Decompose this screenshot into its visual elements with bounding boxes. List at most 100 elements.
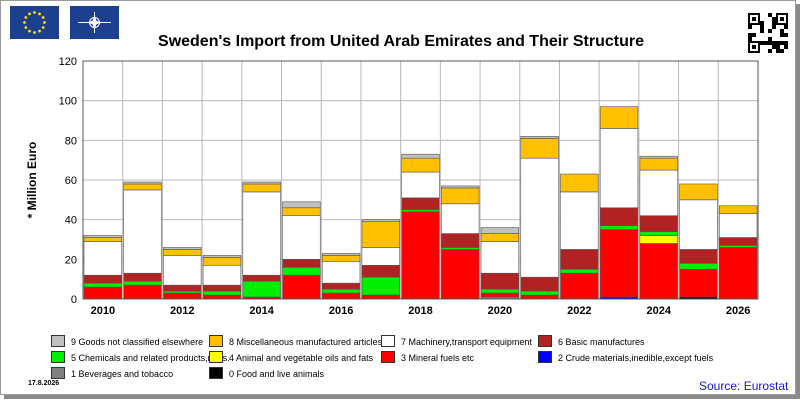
legend-item: 6 Basic manufactures (538, 335, 645, 348)
eu-star-icon (33, 11, 36, 14)
legend-swatch (209, 335, 223, 347)
legend-swatch (209, 367, 223, 379)
legend-label: 5 Chemicals and related products,n.e.s. (71, 353, 230, 363)
eu-star-icon (41, 26, 45, 29)
bar-segment (599, 207, 639, 226)
legend-item: 7 Machinery,transport equipment (381, 335, 532, 348)
bar-segment (679, 262, 718, 270)
legend-label: 4 Animal and vegetable oils and fats (229, 353, 374, 363)
bar-segment (123, 189, 162, 274)
bar-segment (202, 284, 242, 292)
eu-star-icon (41, 16, 45, 19)
eu-star-icon (38, 29, 41, 33)
y-tick-label: 0 (71, 294, 77, 306)
bar-segment (282, 207, 321, 216)
legend-swatch (538, 351, 552, 363)
chart-title: Sweden's Import from United Arab Emirate… (158, 33, 644, 50)
legend-label: 1 Beverages and tobacco (71, 369, 174, 379)
bar-segment (401, 157, 440, 173)
bar-segment (639, 243, 678, 300)
eu-star-icon (23, 21, 26, 24)
y-tick-label: 80 (65, 135, 77, 147)
eu-star-icon (28, 12, 31, 16)
eu-stars-icon (23, 11, 46, 34)
bar-segment (718, 205, 758, 215)
legend-swatch (381, 351, 395, 363)
bar-segment (480, 288, 520, 294)
bar-segment (361, 247, 400, 266)
legend-item: 9 Goods not classified elsewhere (51, 335, 203, 348)
bar-segment (560, 173, 599, 193)
bar-segment (560, 191, 599, 250)
bar-segment (441, 249, 480, 300)
bar-segment (639, 231, 678, 236)
legend-item: 5 Chemicals and related products,n.e.s. (51, 351, 230, 364)
bar-segment (83, 241, 123, 276)
bar-segment (361, 219, 400, 222)
legend-label: 7 Machinery,transport equipment (401, 337, 532, 347)
nato-compass-icon (78, 12, 111, 33)
legend-item: 0 Food and live animals (209, 367, 324, 380)
bar-segment (282, 266, 321, 276)
legend-item: 1 Beverages and tobacco (51, 367, 173, 380)
bar-segment (83, 235, 123, 238)
qr-code-icon (748, 13, 788, 53)
bar-segment (599, 225, 639, 230)
x-tick-label: 2010 (91, 305, 115, 317)
x-tick-label: 2022 (567, 305, 591, 317)
bar-segment (401, 197, 440, 211)
bar-segment (520, 294, 559, 300)
eu-star-icon (33, 31, 36, 34)
x-tick-label: 2014 (249, 305, 274, 317)
bar-segment (679, 268, 718, 298)
bar-segment (242, 274, 281, 282)
x-tick-label: 2024 (646, 305, 671, 317)
bar-segment (242, 191, 281, 276)
source-label: Source: Eurostat (699, 379, 789, 393)
bar-segment (679, 183, 718, 201)
bar-segment (123, 181, 162, 185)
legend-item: 3 Mineral fuels etc (381, 351, 474, 364)
bar-segment (202, 255, 242, 258)
bar-segment (282, 274, 321, 300)
legend-swatch (381, 335, 395, 347)
bar-segment (282, 201, 321, 209)
bar-segment (639, 215, 678, 232)
bar-segment (321, 292, 361, 300)
bar-segment (242, 181, 281, 185)
bar-segment (83, 237, 123, 242)
legend-item: 4 Animal and vegetable oils and fats (209, 351, 373, 364)
bar-segment (599, 106, 639, 129)
x-tick-label: 2026 (726, 305, 750, 317)
x-tick-label: 2012 (170, 305, 194, 317)
bar-segment (401, 211, 440, 300)
bar-segment (123, 284, 162, 300)
bar-segment (123, 280, 162, 286)
x-tick-label: 2018 (408, 305, 432, 317)
bar-segment (639, 169, 678, 216)
bar-segment (361, 276, 400, 296)
legend-swatch (51, 335, 65, 347)
bar-segment (83, 282, 123, 288)
bar-segment (560, 268, 599, 274)
bar-segment (83, 286, 123, 300)
bar-segment (361, 221, 400, 248)
legend-swatch (51, 367, 65, 379)
eu-star-icon (24, 16, 28, 19)
eu-star-icon (28, 29, 31, 33)
chart-svg: 0 20 40 60 80 100 120 2010 2012 2014 2016 2018 2020 2… (25, 56, 759, 317)
bar-segment (679, 249, 718, 264)
legend-swatch (209, 351, 223, 363)
bar-segment (163, 249, 202, 256)
legend-item: 8 Miscellaneous manufactured articles (209, 335, 382, 348)
bar-segment (361, 294, 400, 300)
bar-segment (520, 136, 559, 139)
bar-segment (480, 241, 520, 274)
bar-segment (679, 199, 718, 250)
bar-segment (480, 292, 520, 298)
bar-segment (163, 247, 202, 250)
bar-segment (639, 157, 678, 171)
y-tick-label: 100 (59, 96, 77, 108)
bar-segment (123, 272, 162, 282)
